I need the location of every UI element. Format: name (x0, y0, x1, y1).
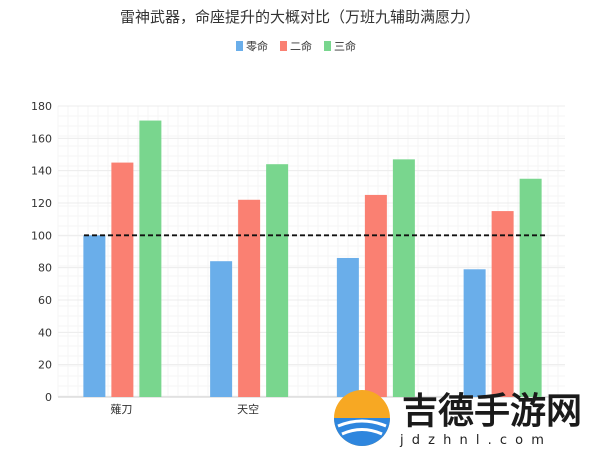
bar (111, 162, 134, 397)
bar (266, 164, 289, 397)
y-tick-label: 0 (45, 391, 52, 404)
legend-label: 二命 (290, 39, 312, 53)
legend: 零命 二命 三命 (236, 39, 356, 53)
y-tick-label: 180 (31, 100, 52, 113)
bar (336, 257, 359, 397)
y-tick-label: 120 (31, 197, 52, 210)
bar (491, 211, 514, 397)
x-tick-label: 薙刀 (110, 403, 132, 416)
x-tick-label: 天空 (237, 402, 259, 416)
bar (519, 178, 542, 397)
legend-label: 三命 (334, 39, 356, 53)
legend-label: 零命 (246, 39, 268, 53)
plot-area: 0 20 40 60 80 100 120 140 160 180 薙刀 天空 (31, 100, 565, 416)
y-tick-label: 60 (38, 294, 52, 307)
bar (364, 194, 387, 397)
bar (210, 261, 233, 397)
y-tick-label: 100 (31, 229, 52, 242)
y-tick-label: 20 (38, 359, 52, 372)
bar (83, 235, 106, 397)
legend-swatch (236, 41, 243, 51)
bar (139, 120, 162, 398)
legend-swatch (324, 41, 331, 51)
bar (238, 199, 261, 397)
y-tick-label: 140 (31, 165, 52, 178)
legend-swatch (280, 41, 287, 51)
watermark-logo-icon (334, 390, 390, 446)
y-tick-label: 40 (38, 326, 52, 339)
y-tick-label: 160 (31, 132, 52, 145)
watermark-url: j d z h n l . c o m (399, 433, 546, 448)
chart-title: 雷神武器，命座提升的大概对比（万班九辅助满愿力） (120, 8, 480, 26)
watermark-text: 吉德手游网 (402, 391, 582, 432)
y-tick-label: 80 (38, 262, 52, 275)
bar (392, 159, 415, 397)
watermark: 吉德手游网 j d z h n l . c o m (334, 390, 582, 448)
bar (463, 269, 486, 397)
